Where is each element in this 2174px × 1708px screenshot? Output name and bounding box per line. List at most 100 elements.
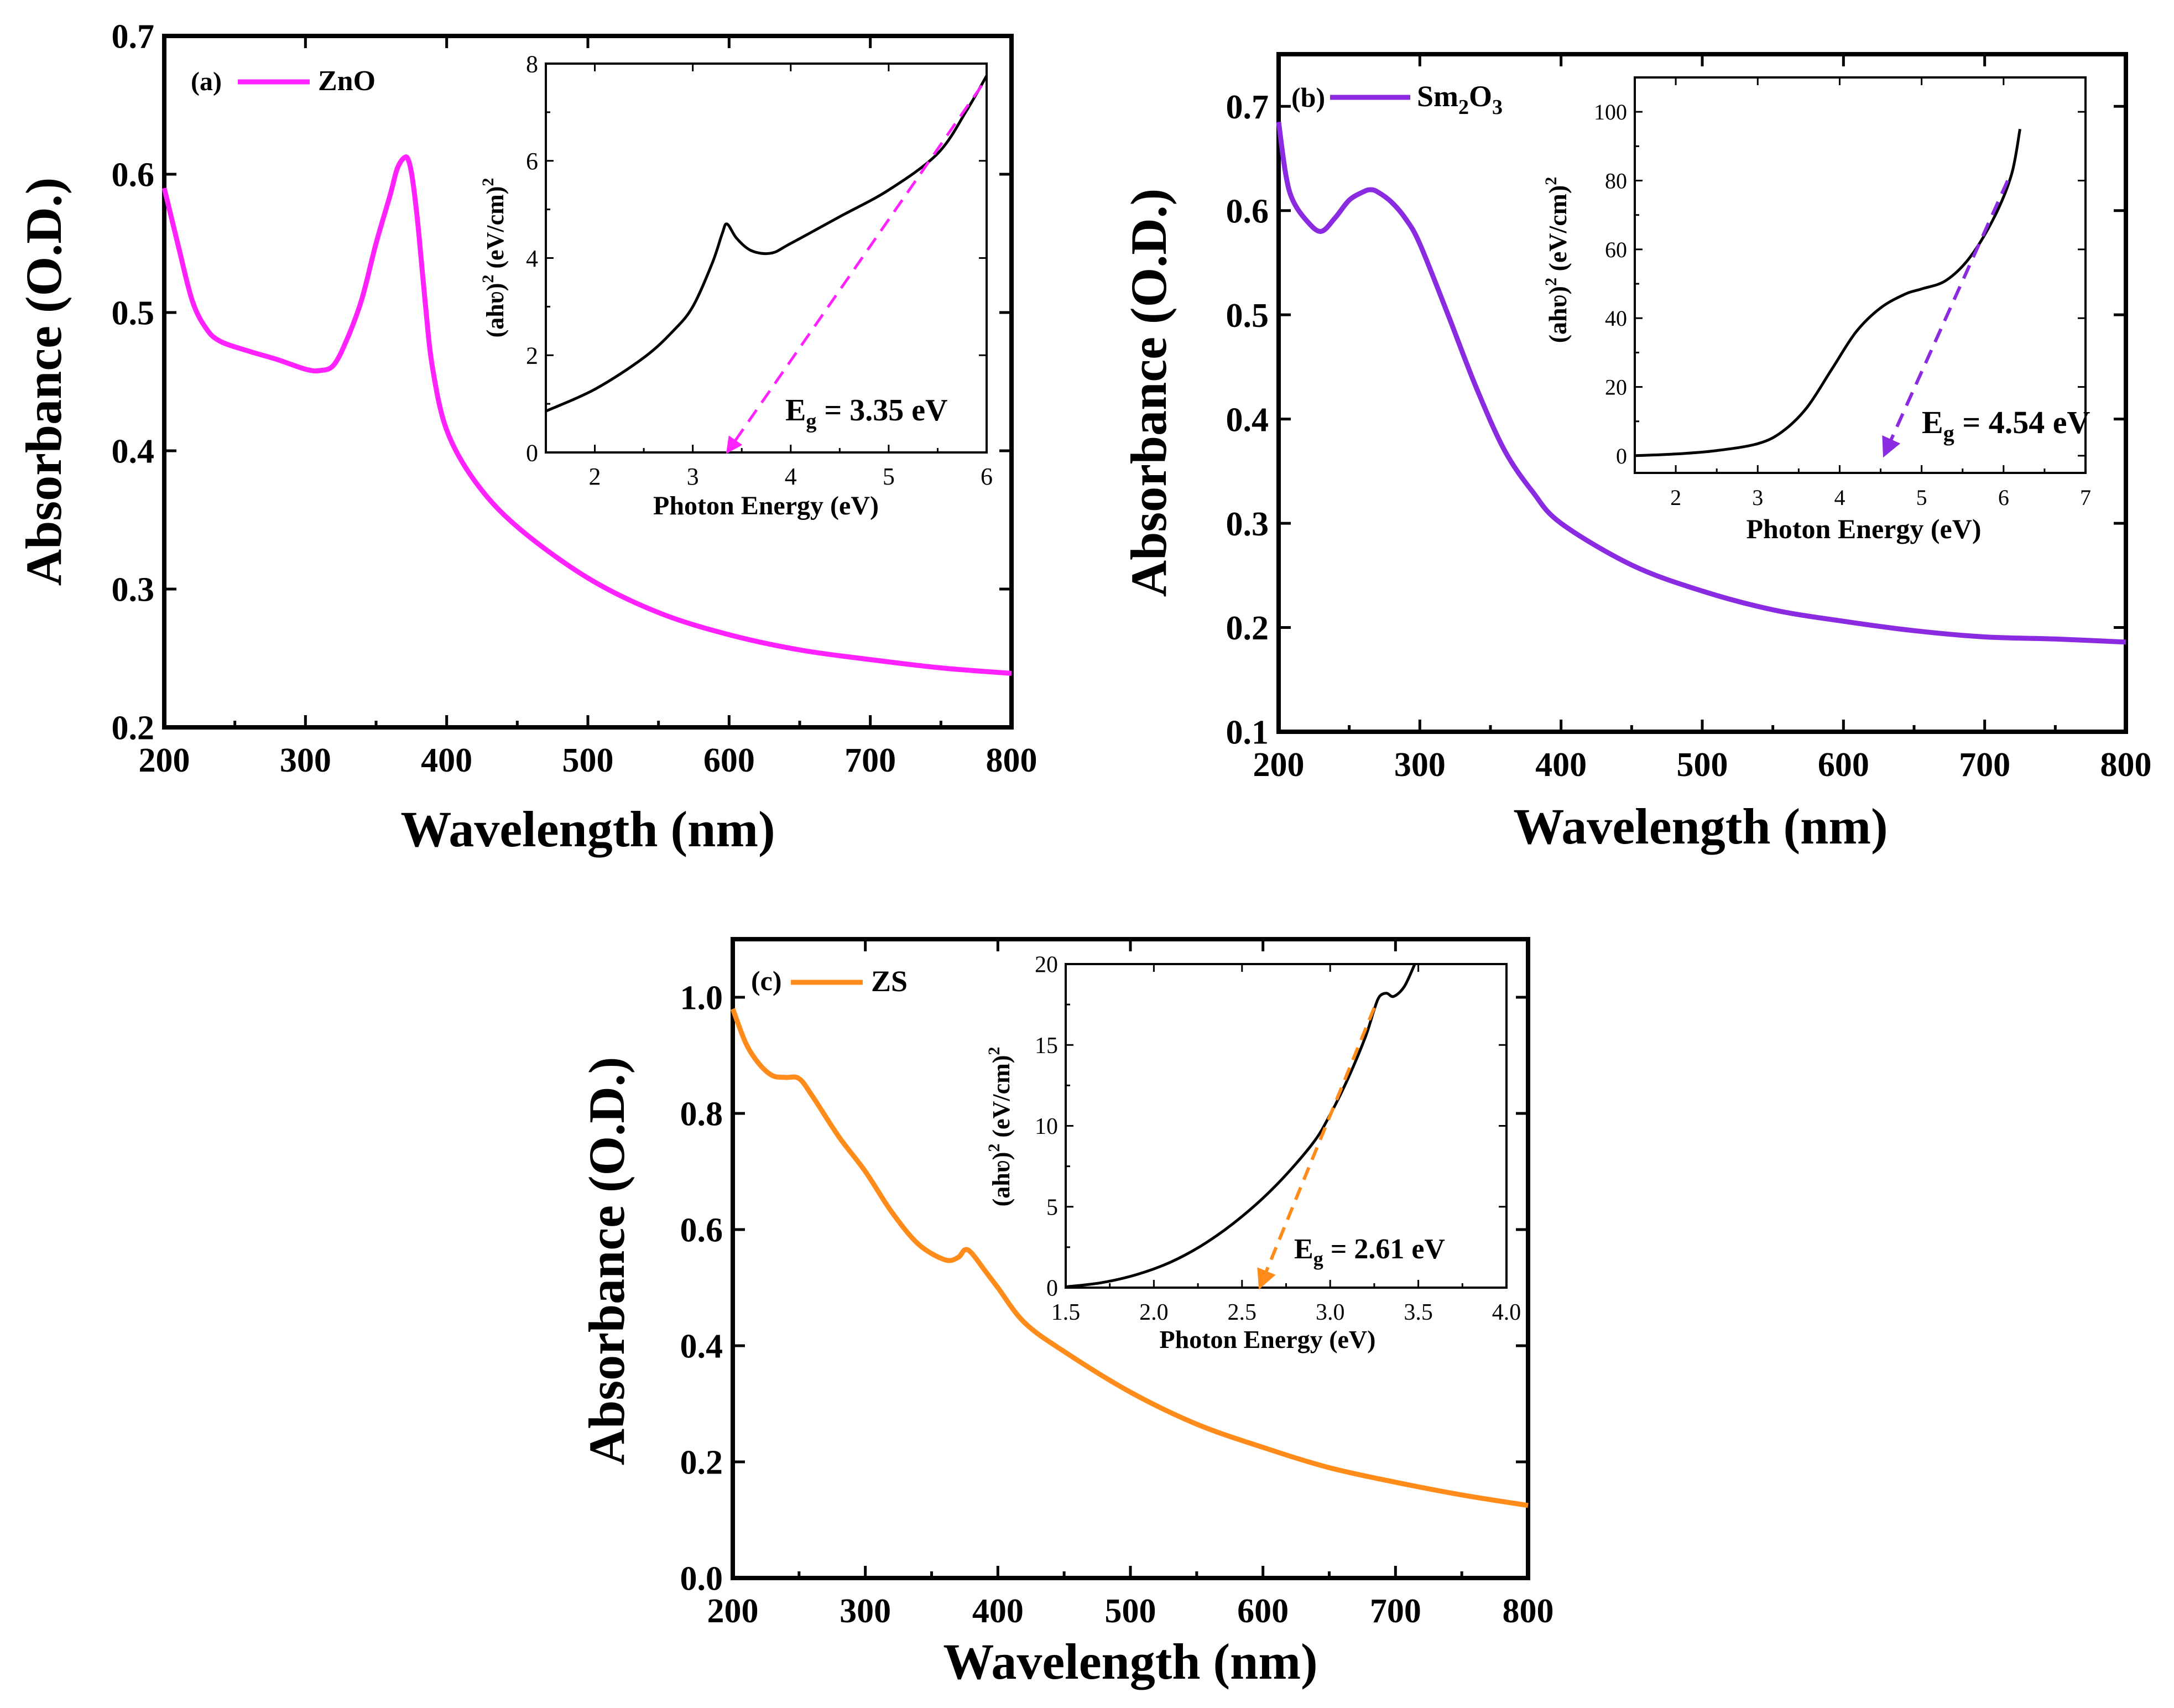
panel-a-zno-series-line bbox=[161, 154, 1012, 676]
panel-c-tick-labels: 200 300 400 500 600 700 800 0.0 0.2 0.4 0.6 0.8 1.0 bbox=[680, 980, 1554, 1630]
x-tick-label: 500 bbox=[1105, 1592, 1156, 1630]
panel-b-panel-label: (b) bbox=[1291, 82, 1325, 113]
y-tick-label: 5 bbox=[1046, 1195, 1058, 1220]
y-tick-label: 0.2 bbox=[112, 710, 155, 747]
y-tick-label: 80 bbox=[1605, 169, 1627, 194]
panel-b-ticks bbox=[1277, 54, 2128, 733]
panel-c-inset-curve bbox=[1065, 963, 1416, 1288]
y-tick-label: 0.2 bbox=[1226, 610, 1269, 647]
x-tick-label: 1.5 bbox=[1051, 1300, 1081, 1325]
x-tick-label: 400 bbox=[421, 742, 472, 779]
panel-c-ticks bbox=[731, 939, 1530, 1580]
x-tick-label: 200 bbox=[707, 1592, 759, 1630]
panel-a-y-axis-label: Absorbance (O.D.) bbox=[15, 178, 72, 586]
x-tick-label: 500 bbox=[1677, 746, 1728, 784]
panel-a-inset-tick-labels: 2 3 4 5 6 0 2 4 6 8 bbox=[526, 50, 993, 490]
y-tick-label: 0.6 bbox=[1226, 192, 1269, 230]
panel-c-inset-y-axis-label: (ahʋ)2 (eV/cm)2 bbox=[985, 1047, 1015, 1207]
y-tick-label: 10 bbox=[1035, 1114, 1058, 1139]
y-tick-label: 0.1 bbox=[1226, 714, 1269, 752]
panel-b-inset-frame bbox=[1634, 76, 2087, 474]
y-tick-label: 0.5 bbox=[1226, 297, 1269, 335]
y-tick-label: 4 bbox=[526, 245, 538, 272]
x-tick-label: 800 bbox=[1503, 1592, 1554, 1630]
y-tick-label: 60 bbox=[1605, 237, 1627, 262]
y-tick-label: 0.4 bbox=[680, 1328, 723, 1366]
panel-a-panel-label: (a) bbox=[191, 67, 222, 96]
panel-b-x-axis-label: Wavelength (nm) bbox=[1513, 798, 1888, 855]
y-tick-label: 15 bbox=[1035, 1033, 1058, 1059]
x-tick-label: 3 bbox=[687, 463, 699, 490]
y-tick-label: 20 bbox=[1605, 375, 1627, 400]
panel-b-inset-fit-arrow bbox=[1882, 180, 2009, 458]
panel-b-legend-label: Sm2O3 bbox=[1417, 80, 1503, 119]
panel-c-inset-fit-arrow bbox=[1257, 1007, 1376, 1290]
x-tick-label: 3.5 bbox=[1404, 1300, 1433, 1325]
x-tick-label: 400 bbox=[972, 1592, 1024, 1630]
x-tick-label: 2.5 bbox=[1228, 1300, 1257, 1325]
panel-a-inset-y-axis-label: (ahʋ)2 (eV/cm)2 bbox=[479, 178, 509, 338]
panel-c-x-axis-label: Wavelength (nm) bbox=[943, 1633, 1317, 1690]
x-tick-label: 2 bbox=[589, 463, 601, 490]
y-tick-label: 2 bbox=[526, 342, 538, 369]
y-tick-label: 0.6 bbox=[680, 1212, 723, 1249]
x-tick-label: 7 bbox=[2080, 485, 2091, 510]
x-tick-label: 500 bbox=[562, 742, 614, 779]
panel-b-inset-x-axis-label: Photon Energy (eV) bbox=[1747, 513, 1982, 544]
x-tick-label: 700 bbox=[1370, 1592, 1421, 1630]
x-tick-label: 600 bbox=[1818, 746, 1869, 784]
y-tick-label: 40 bbox=[1605, 306, 1627, 331]
x-tick-label: 5 bbox=[1916, 485, 1927, 510]
panel-a-inset-frame bbox=[545, 63, 988, 454]
y-tick-label: 0.7 bbox=[112, 18, 155, 56]
x-tick-label: 2.0 bbox=[1139, 1300, 1169, 1325]
x-tick-label: 6 bbox=[981, 463, 993, 490]
panel-a-inset-curve bbox=[545, 75, 988, 413]
x-tick-label: 600 bbox=[703, 742, 755, 779]
x-tick-label: 2 bbox=[1670, 485, 1681, 510]
x-tick-label: 800 bbox=[986, 742, 1038, 779]
x-tick-label: 300 bbox=[840, 1592, 891, 1630]
panel-b-inset-y-axis-label: (ahʋ)2 (eV/cm)2 bbox=[1542, 177, 1572, 343]
panel-c-inset-frame bbox=[1065, 963, 1508, 1289]
panel-a-bandgap-annotation: Eg = 3.35 eV bbox=[785, 393, 948, 433]
y-tick-label: 8 bbox=[526, 50, 538, 77]
x-tick-label: 600 bbox=[1237, 1592, 1289, 1630]
x-tick-label: 800 bbox=[2100, 746, 2152, 784]
panel-b-inset-tick-labels: 2 3 4 5 6 7 0 20 40 60 80 100 bbox=[1594, 100, 2091, 510]
y-tick-label: 20 bbox=[1035, 952, 1058, 978]
x-tick-label: 3.0 bbox=[1316, 1300, 1345, 1325]
x-tick-label: 4.0 bbox=[1492, 1300, 1521, 1325]
y-tick-label: 0.4 bbox=[1226, 401, 1269, 439]
y-tick-label: 0.3 bbox=[112, 571, 155, 609]
x-tick-label: 200 bbox=[139, 742, 190, 779]
y-tick-label: 0.4 bbox=[112, 433, 155, 471]
panel-a-inset-x-axis-label: Photon Energy (eV) bbox=[653, 491, 879, 520]
panel-a-inset-fit-arrow bbox=[726, 85, 983, 454]
x-tick-label: 4 bbox=[1834, 485, 1845, 510]
y-tick-label: 0 bbox=[1616, 444, 1627, 468]
panel-b-y-axis-label: Absorbance (O.D.) bbox=[1120, 189, 1177, 597]
y-tick-label: 0.2 bbox=[680, 1444, 723, 1482]
y-tick-label: 0.7 bbox=[1226, 88, 1269, 126]
x-tick-label: 6 bbox=[1998, 485, 2009, 510]
y-tick-label: 0.8 bbox=[680, 1096, 723, 1133]
panel-b: 200 300 400 500 600 700 8000.10.20.30.40.50.60… bbox=[1120, 52, 2152, 855]
panel-c-y-axis-label: Absorbance (O.D.) bbox=[578, 1057, 635, 1466]
y-tick-label: 0.3 bbox=[1226, 506, 1269, 543]
panel-a: 200 300 400 500 600 700 8000.20.30.40.50.60.7 … bbox=[15, 18, 1038, 857]
panel-a-x-axis-label: Wavelength (nm) bbox=[400, 801, 775, 857]
x-tick-label: 3 bbox=[1752, 485, 1763, 510]
y-tick-label: 0 bbox=[526, 439, 538, 466]
x-tick-label: 4 bbox=[785, 463, 797, 490]
x-tick-label: 300 bbox=[280, 742, 331, 779]
y-tick-label: 1.0 bbox=[680, 980, 723, 1017]
panel-c-zs-series-line bbox=[730, 1008, 1529, 1508]
panel-a-ticks bbox=[163, 34, 1013, 729]
panel-c: 200 300 400 500 600 700 8000.00.20.40.60.81.0 … bbox=[578, 937, 1554, 1690]
x-tick-label: 700 bbox=[1959, 746, 2010, 784]
panel-c-inset-x-axis-label: Photon Energy (eV) bbox=[1160, 1325, 1376, 1353]
x-tick-label: 700 bbox=[844, 742, 896, 779]
panel-c-inset-tick-labels: 1.5 2.0 2.5 3.0 3.5 4.0 0 5 10 15 20 bbox=[1035, 952, 1521, 1325]
